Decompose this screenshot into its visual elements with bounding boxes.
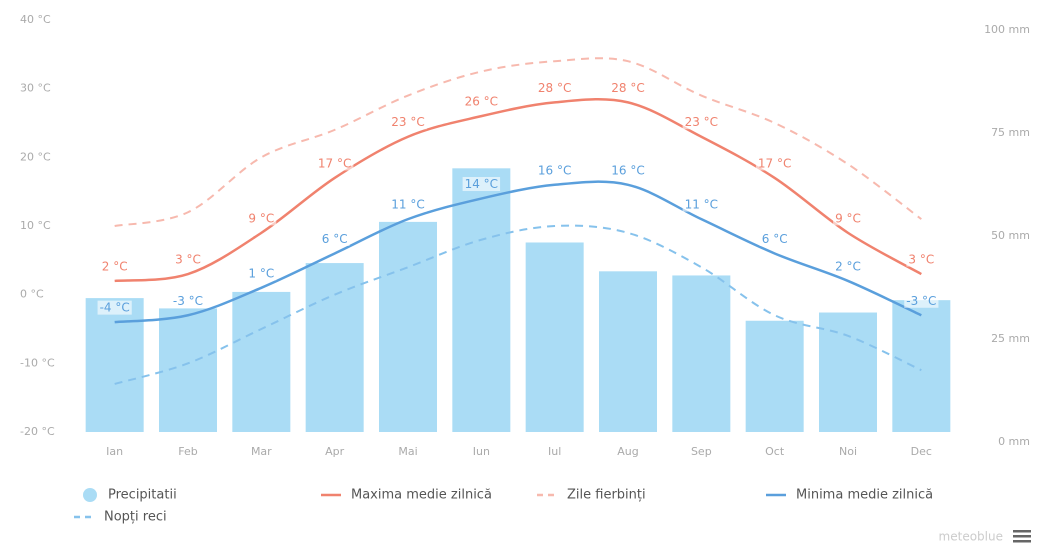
x-tick-label: Iun xyxy=(473,445,490,458)
data-label: 9 °C xyxy=(248,211,274,225)
data-label-bg xyxy=(246,266,277,281)
data-label: 3 °C xyxy=(908,253,934,267)
data-label-bg xyxy=(759,231,790,246)
data-label-bg xyxy=(97,300,132,315)
data-label-bg xyxy=(389,115,427,130)
y-tick-label: -20 °C xyxy=(20,425,55,438)
bar xyxy=(452,168,511,432)
data-label-bg xyxy=(755,156,794,171)
data-label-bg xyxy=(170,293,206,308)
x-tick-label: Mar xyxy=(251,445,272,458)
data-label: 17 °C xyxy=(758,156,791,170)
y2-tick-label: 50 mm xyxy=(991,229,1030,242)
bar xyxy=(525,242,584,432)
x-tick-label: Ian xyxy=(106,445,123,458)
data-label-bg xyxy=(682,197,721,212)
data-label-bg xyxy=(389,197,427,212)
legend-label: Minima medie zilnică xyxy=(796,488,933,503)
data-label-bg xyxy=(833,211,863,226)
data-label-bg xyxy=(462,177,501,192)
bar xyxy=(232,291,291,432)
bar xyxy=(745,320,804,432)
legend-label: Precipitatii xyxy=(108,488,177,503)
x-tick-label: Aug xyxy=(617,445,638,458)
data-label: 28 °C xyxy=(538,81,571,95)
legend-label: Zile fierbinți xyxy=(567,488,646,503)
bar xyxy=(305,263,364,432)
bar xyxy=(599,271,657,432)
data-label-bg xyxy=(682,115,721,130)
bar xyxy=(85,298,144,432)
y2-tick-label: 25 mm xyxy=(991,332,1030,345)
data-label: 16 °C xyxy=(611,163,644,177)
data-label: 2 °C xyxy=(835,259,861,273)
menu-icon[interactable] xyxy=(1013,530,1031,543)
data-label: 23 °C xyxy=(685,115,718,129)
y-tick-label: 10 °C xyxy=(20,219,51,232)
data-label: 28 °C xyxy=(611,81,644,95)
x-tick-label: Feb xyxy=(178,445,197,458)
data-label-bg xyxy=(609,80,647,95)
bar xyxy=(159,308,217,432)
data-label: 6 °C xyxy=(322,232,348,246)
x-tick-label: Sep xyxy=(691,445,712,458)
data-label-bg xyxy=(319,231,350,246)
data-label-bg xyxy=(246,211,277,226)
bar xyxy=(819,312,877,432)
x-tick-label: Dec xyxy=(911,445,932,458)
data-label: 9 °C xyxy=(835,211,861,225)
y2-tick-label: 100 mm xyxy=(984,23,1030,36)
line xyxy=(114,224,922,385)
line xyxy=(114,180,922,324)
data-label-bg xyxy=(462,94,501,109)
data-label-bg xyxy=(99,259,130,274)
data-label: 11 °C xyxy=(391,198,424,212)
x-tick-label: Mai xyxy=(398,445,417,458)
data-label: -4 °C xyxy=(100,301,130,315)
line xyxy=(114,98,922,283)
data-label-bg xyxy=(535,80,574,95)
legend-symbol xyxy=(83,488,97,502)
y2-tick-label: 75 mm xyxy=(991,126,1030,139)
data-label: 23 °C xyxy=(391,115,424,129)
line xyxy=(114,57,922,227)
data-label: -3 °C xyxy=(173,294,203,308)
bar xyxy=(379,221,437,432)
data-label-bg xyxy=(315,156,354,171)
watermark: meteoblue xyxy=(939,530,1003,544)
data-label: -3 °C xyxy=(906,294,936,308)
data-label: 16 °C xyxy=(538,163,571,177)
y-tick-label: 0 °C xyxy=(20,288,44,301)
data-label-bg xyxy=(833,259,863,274)
y-tick-label: 40 °C xyxy=(20,13,51,26)
x-tick-label: Noi xyxy=(839,445,857,458)
data-label-bg xyxy=(906,252,937,267)
x-tick-label: Apr xyxy=(325,445,345,458)
y-tick-label: 30 °C xyxy=(20,82,51,95)
x-tick-label: Iul xyxy=(548,445,561,458)
data-label-bg xyxy=(904,293,939,308)
y2-tick-label: 0 mm xyxy=(998,435,1030,448)
data-label: 11 °C xyxy=(685,198,718,212)
data-label: 6 °C xyxy=(762,232,788,246)
y-tick-label: 20 °C xyxy=(20,150,51,163)
bar xyxy=(672,275,731,432)
x-tick-label: Oct xyxy=(765,445,785,458)
data-label: 26 °C xyxy=(465,95,498,109)
legend-label: Maxima medie zilnică xyxy=(351,488,492,503)
legend-label: Nopți reci xyxy=(104,510,167,525)
data-label-bg xyxy=(609,163,647,178)
data-label: 14 °C xyxy=(465,177,498,191)
data-label-bg xyxy=(173,252,203,267)
data-label: 3 °C xyxy=(175,253,201,267)
data-label: 2 °C xyxy=(102,259,128,273)
y-tick-label: -10 °C xyxy=(20,356,55,369)
data-label: 1 °C xyxy=(248,266,274,280)
data-label-bg xyxy=(535,163,574,178)
data-label: 17 °C xyxy=(318,156,351,170)
bar xyxy=(892,300,951,432)
